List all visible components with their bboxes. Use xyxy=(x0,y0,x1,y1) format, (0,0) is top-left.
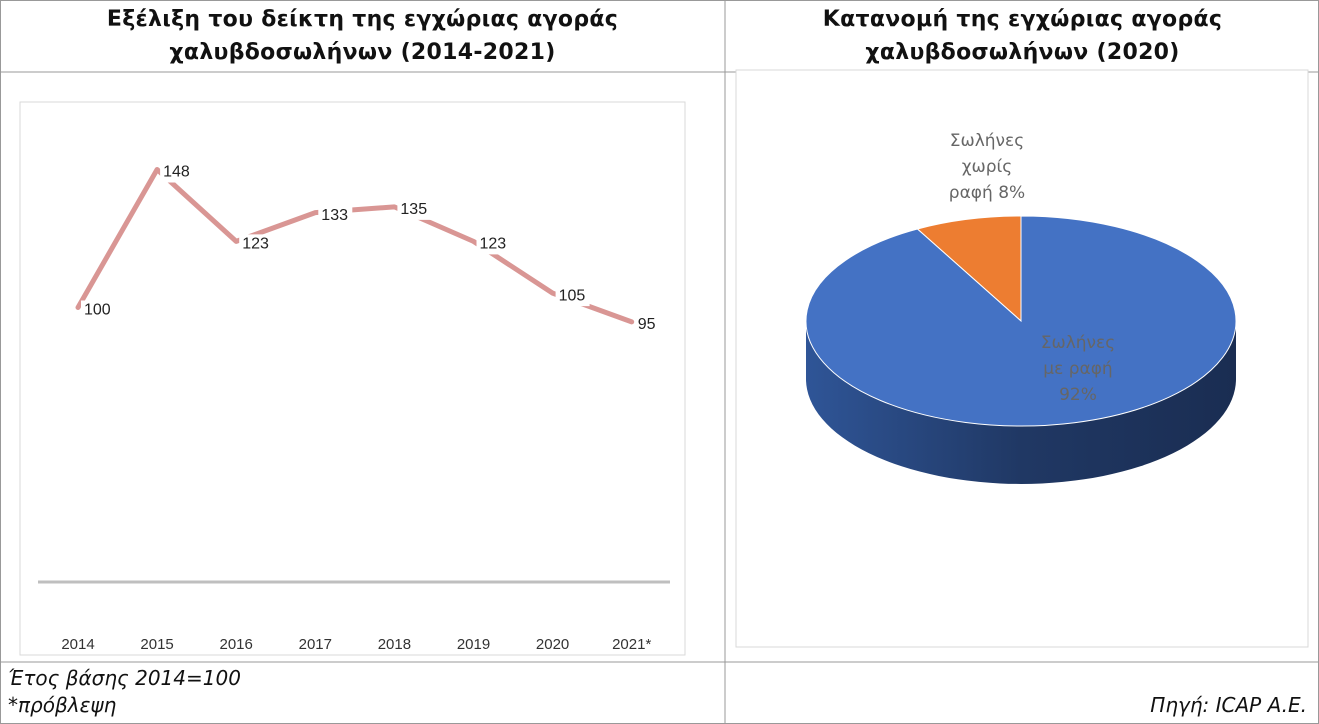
line-title: Εξέλιξη του δείκτη της εγχώριας αγοράς χ… xyxy=(106,7,619,65)
slice-name: Σωλήνες χωρίς ραφή xyxy=(948,131,1025,203)
pie-slice xyxy=(916,215,1022,323)
x-tick-label: 2016 xyxy=(220,636,253,653)
x-tick-label: 2015 xyxy=(140,636,173,653)
x-tick-label: 2017 xyxy=(299,636,332,653)
footnote: *πρόβλεψη xyxy=(8,693,117,717)
data-label: 95 xyxy=(638,316,656,333)
x-tick-label: 2014 xyxy=(61,636,94,653)
slice-label: Σωλήνες χωρίς ραφή 8% xyxy=(946,128,1028,206)
x-tick-label: 2018 xyxy=(378,636,411,653)
data-label: 148 xyxy=(163,164,190,181)
label-bg xyxy=(634,314,669,335)
data-label: 123 xyxy=(242,236,269,253)
label-bg xyxy=(81,300,115,321)
slice-value: 8% xyxy=(998,183,1026,203)
chart-frame xyxy=(19,101,686,656)
label-bg xyxy=(555,286,590,307)
data-label: 133 xyxy=(321,207,348,224)
label-bg xyxy=(476,234,511,255)
label-bg xyxy=(160,162,195,183)
data-label: 100 xyxy=(84,302,111,319)
slice-label: Σωλήνες με ραφή 92% xyxy=(1036,330,1120,408)
x-tick-label: 2020 xyxy=(536,636,569,653)
label-bg xyxy=(239,234,274,255)
slice-value: 92% xyxy=(1059,385,1097,405)
pie-side xyxy=(806,321,1236,484)
x-tick-label: 2019 xyxy=(457,636,490,653)
data-label: 123 xyxy=(480,236,507,253)
label-bg xyxy=(318,205,353,226)
data-label: 135 xyxy=(400,201,427,218)
footnote: Έτος βάσης 2014=100 xyxy=(8,666,241,690)
source: Πηγή: ICAP A.E. xyxy=(1150,693,1307,717)
label-bg xyxy=(397,199,432,220)
data-label: 105 xyxy=(559,287,586,304)
slice-name: Σωλήνες με ραφή xyxy=(1040,333,1116,379)
pie-title: Κατανομή της εγχώριας αγοράς χαλυβδοσωλή… xyxy=(822,7,1223,65)
x-tick-label: 2021* xyxy=(612,636,651,653)
pie-slice xyxy=(805,215,1237,427)
